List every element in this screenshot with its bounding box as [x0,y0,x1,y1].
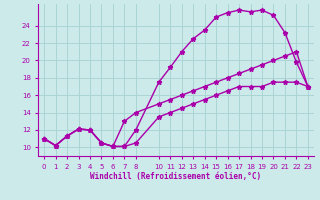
X-axis label: Windchill (Refroidissement éolien,°C): Windchill (Refroidissement éolien,°C) [91,172,261,181]
